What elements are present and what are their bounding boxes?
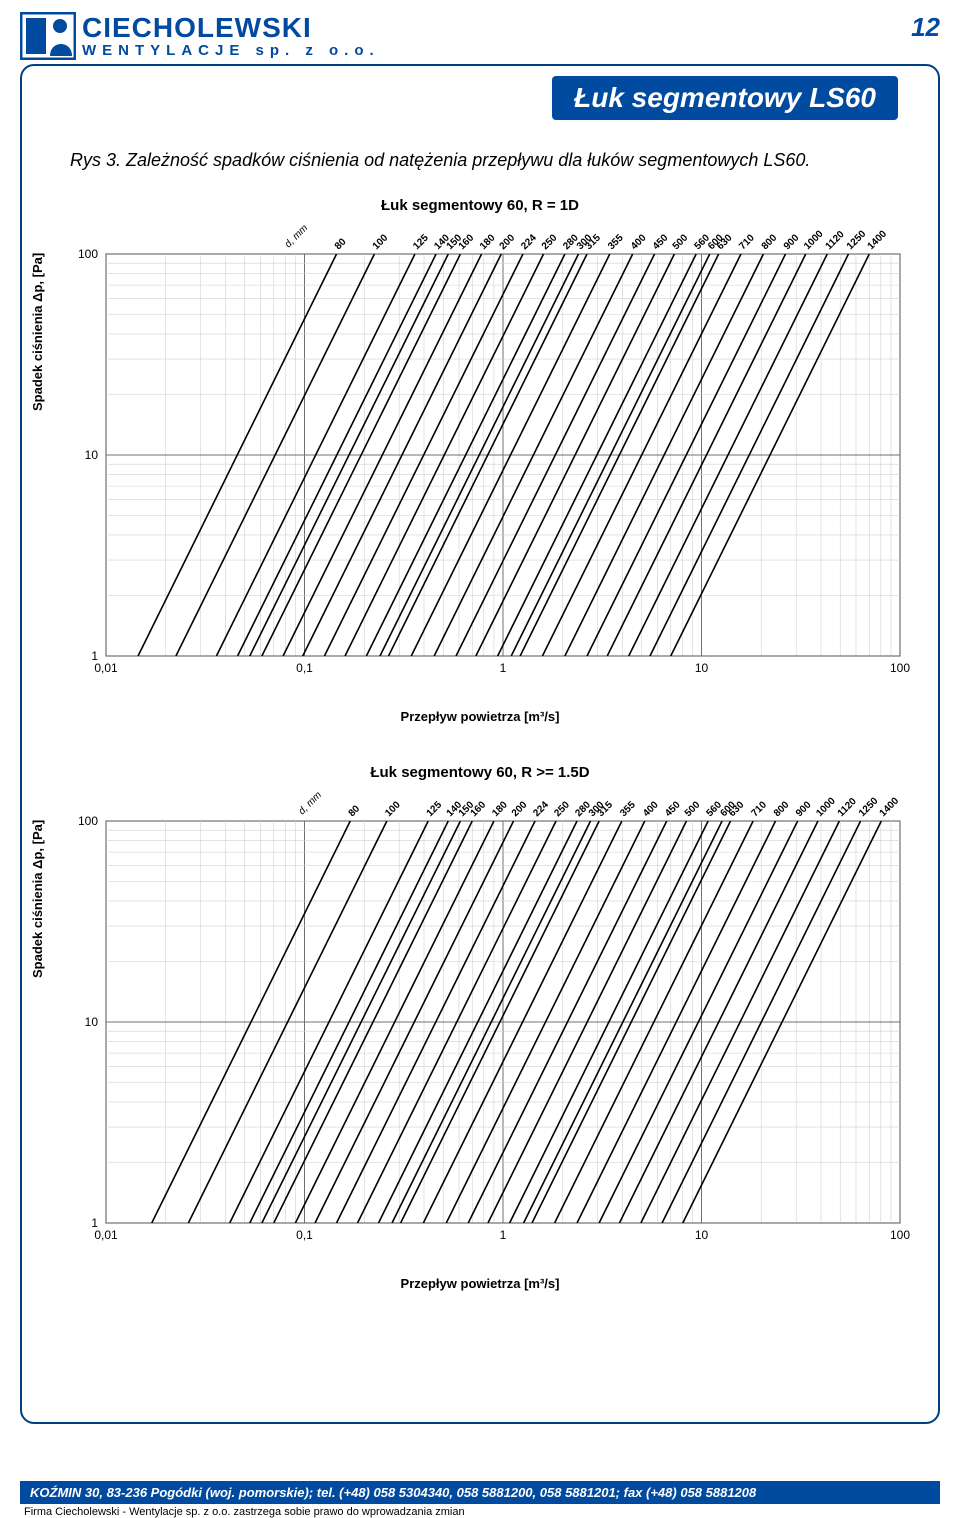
series-label: 180: [478, 232, 498, 252]
x-axis-label: Przepływ powietrza [m³/s]: [50, 709, 910, 724]
chart: Łuk segmentowy 60, R = 1D Spadek ciśnien…: [40, 197, 920, 724]
diameter-unit-label: d, mm: [297, 790, 324, 817]
svg-text:0,1: 0,1: [296, 1228, 313, 1242]
svg-text:100: 100: [890, 1228, 910, 1242]
series-label: 355: [618, 799, 638, 819]
charts-container: Łuk segmentowy 60, R = 1D Spadek ciśnien…: [40, 197, 920, 1291]
company-sub: WENTYLACJE sp. z o.o.: [82, 42, 380, 59]
svg-text:1: 1: [500, 1228, 507, 1242]
series-label: 800: [772, 799, 792, 819]
page: CIECHOLEWSKI WENTYLACJE sp. z o.o. 12 Łu…: [0, 0, 960, 1518]
logo-text: CIECHOLEWSKI WENTYLACJE sp. z o.o.: [82, 12, 380, 59]
series-label: 125: [425, 799, 445, 819]
company-name: CIECHOLEWSKI: [82, 12, 380, 44]
diameter-unit-label: d, mm: [283, 223, 310, 250]
footer: KOŹMIN 30, 83-236 Pogódki (woj. pomorski…: [0, 1481, 960, 1518]
chart-plot: Spadek ciśnienia Δp, [Pa] d, mm801001251…: [50, 785, 910, 1291]
x-axis-label: Przepływ powietrza [m³/s]: [50, 1276, 910, 1291]
svg-text:1: 1: [91, 1216, 98, 1230]
series-label: 180: [490, 799, 510, 819]
series-label: 1400: [878, 795, 902, 819]
logo-block: CIECHOLEWSKI WENTYLACJE sp. z o.o.: [20, 12, 380, 60]
svg-text:10: 10: [695, 1228, 709, 1242]
main-frame: Łuk segmentowy LS60 Rys 3. Zależność spa…: [20, 64, 940, 1424]
series-label: 125: [411, 232, 431, 252]
svg-text:10: 10: [85, 1015, 99, 1029]
chart-title: Łuk segmentowy 60, R >= 1.5D: [40, 764, 920, 781]
footer-note: Firma Ciecholewski - Wentylacje sp. z o.…: [20, 1504, 940, 1518]
series-label: 1120: [836, 796, 859, 819]
series-label: 224: [519, 232, 539, 252]
chart-svg: d, mm80100125140150160180200224250280300…: [50, 218, 910, 698]
svg-text:10: 10: [695, 661, 709, 675]
svg-text:100: 100: [890, 661, 910, 675]
header: CIECHOLEWSKI WENTYLACJE sp. z o.o. 12: [20, 12, 940, 60]
page-number: 12: [911, 12, 940, 43]
series-label: 710: [737, 232, 757, 252]
series-label: 1000: [814, 795, 838, 819]
series-label: 400: [629, 232, 649, 252]
series-label: 200: [510, 799, 530, 819]
y-axis-label: Spadek ciśnienia Δp, [Pa]: [30, 253, 45, 411]
chart-svg: d, mm80100125140150160180200224250280300…: [50, 785, 910, 1265]
svg-text:0,1: 0,1: [296, 661, 313, 675]
series-label: 100: [383, 799, 403, 819]
logo-icon: [20, 12, 76, 60]
series-label: 160: [469, 799, 489, 819]
svg-text:10: 10: [85, 448, 99, 462]
series-label: 200: [498, 232, 518, 252]
series-label: 160: [457, 232, 477, 252]
title-banner: Łuk segmentowy LS60: [552, 76, 898, 120]
series-label: 1120: [824, 229, 847, 252]
chart-title: Łuk segmentowy 60, R = 1D: [40, 197, 920, 214]
svg-text:0,01: 0,01: [94, 661, 118, 675]
chart: Łuk segmentowy 60, R >= 1.5D Spadek ciśn…: [40, 764, 920, 1291]
series-label: 450: [663, 799, 683, 819]
series-label: 355: [606, 232, 626, 252]
series-label: 710: [749, 799, 769, 819]
series-label: 80: [347, 803, 363, 819]
series-label: 224: [531, 799, 551, 819]
y-axis-label: Spadek ciśnienia Δp, [Pa]: [30, 820, 45, 978]
series-label: 250: [552, 799, 572, 819]
series-label: 1000: [802, 228, 826, 252]
series-label: 100: [371, 232, 391, 252]
series-label: 500: [683, 799, 703, 819]
series-label: 80: [333, 236, 349, 252]
series-label: 1400: [866, 228, 890, 252]
svg-text:100: 100: [78, 247, 98, 261]
svg-text:1: 1: [91, 649, 98, 663]
series-label: 450: [651, 232, 671, 252]
series-label: 500: [671, 232, 691, 252]
series-label: 900: [782, 232, 802, 252]
series-label: 250: [540, 232, 560, 252]
series-label: 1250: [845, 228, 869, 252]
svg-text:100: 100: [78, 814, 98, 828]
series-label: 1250: [857, 795, 881, 819]
figure-caption: Rys 3. Zależność spadków ciśnienia od na…: [40, 150, 920, 171]
svg-text:0,01: 0,01: [94, 1228, 118, 1242]
chart-plot: Spadek ciśnienia Δp, [Pa] d, mm801001251…: [50, 218, 910, 724]
series-label: 400: [641, 799, 661, 819]
series-label: 800: [760, 232, 780, 252]
footer-address: KOŹMIN 30, 83-236 Pogódki (woj. pomorski…: [20, 1481, 940, 1504]
svg-text:1: 1: [500, 661, 507, 675]
series-label: 900: [794, 799, 814, 819]
